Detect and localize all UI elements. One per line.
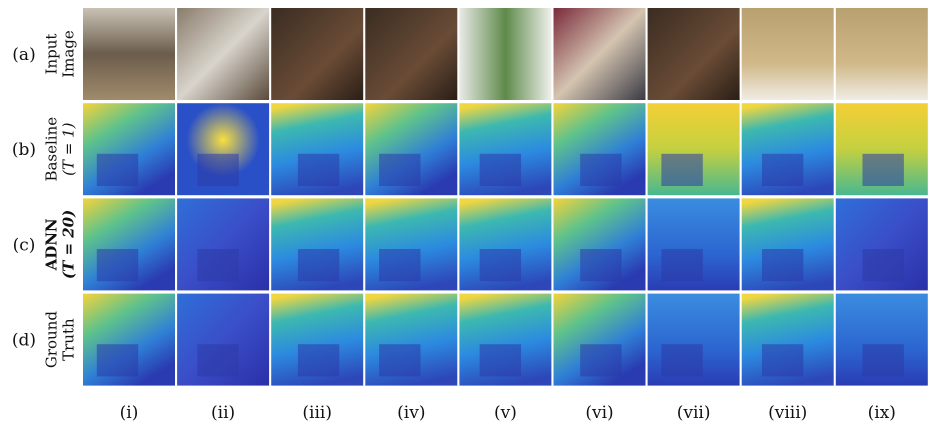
depth-region bbox=[580, 249, 621, 281]
figure: (a)InputImage(b)Baseline(T = 1)(c)ADNN(T… bbox=[0, 0, 928, 428]
column-label: (vi) bbox=[585, 403, 613, 423]
row-label: Baseline(T = 1) bbox=[43, 117, 78, 182]
depth-region bbox=[580, 154, 621, 186]
depth-region bbox=[762, 154, 803, 186]
input-image bbox=[271, 8, 363, 100]
depth-region bbox=[379, 154, 420, 186]
row-label-line: (T = 1) bbox=[60, 122, 78, 176]
depth-region bbox=[862, 154, 903, 186]
row-label: ADNN(T = 20) bbox=[43, 210, 78, 279]
column-label: (viii) bbox=[768, 403, 807, 423]
row-label-line: Image bbox=[60, 30, 78, 78]
depth-region bbox=[480, 154, 521, 186]
input-image bbox=[742, 8, 834, 100]
depth-region bbox=[580, 344, 621, 376]
depth-region bbox=[298, 154, 339, 186]
depth-region bbox=[661, 154, 702, 186]
depth-region bbox=[480, 344, 521, 376]
depth-region bbox=[97, 344, 138, 376]
column-label: (ii) bbox=[211, 403, 235, 423]
depth-region bbox=[197, 154, 238, 186]
depth-region bbox=[379, 344, 420, 376]
row-id: (c) bbox=[13, 235, 36, 255]
depth-region bbox=[379, 249, 420, 281]
page: {"figure": { "rows": [ {"id": "(a)", "la… bbox=[0, 0, 928, 428]
row-label-line: (T = 20) bbox=[60, 210, 78, 279]
column-label: (vii) bbox=[677, 403, 711, 423]
input-image bbox=[554, 8, 646, 100]
depth-region bbox=[197, 249, 238, 281]
column-label: (ix) bbox=[868, 403, 896, 423]
column-label: (iii) bbox=[302, 403, 332, 423]
row-label-line: Input bbox=[43, 34, 61, 75]
input-image bbox=[459, 8, 551, 100]
row-label-line: ADNN bbox=[43, 218, 61, 271]
depth-region bbox=[480, 249, 521, 281]
input-image bbox=[648, 8, 740, 100]
input-image bbox=[83, 8, 175, 100]
row-label-line: Truth bbox=[60, 318, 78, 361]
input-image bbox=[836, 8, 928, 100]
depth-region bbox=[97, 154, 138, 186]
depth-region bbox=[661, 249, 702, 281]
row-label-line: Ground bbox=[43, 311, 61, 369]
input-image bbox=[177, 8, 269, 100]
depth-region bbox=[762, 344, 803, 376]
column-label: (v) bbox=[494, 403, 517, 423]
row-id: (a) bbox=[12, 45, 35, 65]
depth-region bbox=[298, 344, 339, 376]
row-id: (b) bbox=[12, 140, 36, 160]
depth-region bbox=[862, 249, 903, 281]
input-image bbox=[365, 8, 457, 100]
depth-region bbox=[762, 249, 803, 281]
depth-region bbox=[97, 249, 138, 281]
row-id: (d) bbox=[12, 331, 36, 351]
depth-region bbox=[862, 344, 903, 376]
row-label-line: Baseline bbox=[43, 117, 61, 182]
depth-region bbox=[197, 344, 238, 376]
depth-region bbox=[298, 249, 339, 281]
column-label: (iv) bbox=[397, 403, 425, 423]
depth-region bbox=[661, 344, 702, 376]
column-label: (i) bbox=[120, 403, 139, 423]
